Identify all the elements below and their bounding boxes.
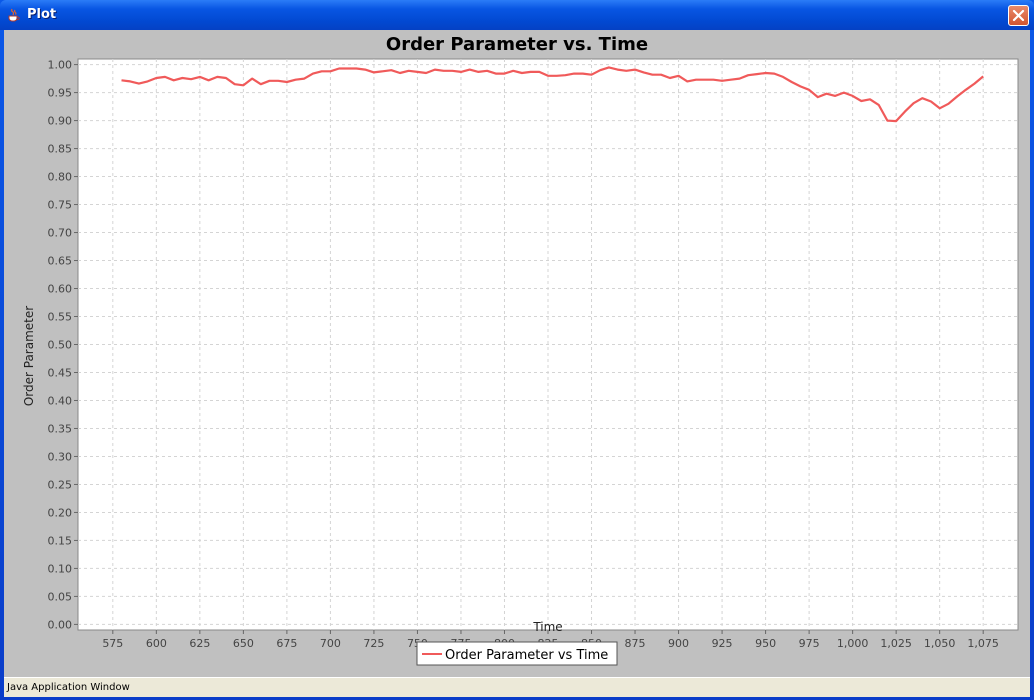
x-tick-label: 925 — [712, 637, 733, 650]
x-tick-label: 1,075 — [967, 637, 999, 650]
x-tick-label: 625 — [189, 637, 210, 650]
plot-panel: Order Parameter vs. Time 0.00 0.05 0.10 0.1… — [4, 30, 1030, 697]
close-button[interactable] — [1008, 5, 1029, 26]
x-tick-label: 600 — [146, 637, 167, 650]
y-tick-label: 0.60 — [48, 283, 73, 296]
x-tick-label: 1,000 — [837, 637, 869, 650]
java-cup-icon — [6, 7, 22, 23]
y-tick-label: 0.20 — [48, 506, 73, 519]
legend-box — [416, 641, 618, 666]
y-tick-label: 0.10 — [48, 562, 73, 575]
y-axis-label: Order Parameter — [22, 306, 36, 406]
status-bar: Java Application Window — [4, 677, 1030, 697]
y-tick-label: 0.30 — [48, 450, 73, 463]
x-tick-label: 1,025 — [880, 637, 912, 650]
y-tick-label: 0.55 — [48, 311, 73, 324]
window-title: Plot — [27, 7, 57, 22]
y-tick-label: 0.80 — [48, 171, 73, 184]
close-icon — [1012, 9, 1025, 22]
y-tick-label: 0.70 — [48, 227, 73, 240]
x-tick-label: 650 — [233, 637, 254, 650]
y-tick-label: 0.85 — [48, 143, 73, 156]
y-tick-label: 0.65 — [48, 255, 73, 268]
y-tick-label: 0.50 — [48, 339, 73, 352]
title-bar[interactable]: Plot — [0, 0, 1034, 30]
x-tick-label: 725 — [363, 637, 384, 650]
y-tick-label: 0.95 — [48, 87, 73, 100]
order-parameter-chart: Order Parameter vs. Time 0.00 0.05 0.10 0.1… — [22, 34, 1019, 666]
y-axis: 0.00 0.05 0.10 0.15 0.20 0.25 0.30 0.35 0.40 0.45… — [48, 59, 78, 631]
y-tick-label: 0.25 — [48, 478, 73, 491]
x-tick-label: 575 — [102, 637, 123, 650]
series-layer — [121, 66, 984, 123]
x-tick-label: 1,050 — [924, 637, 956, 650]
y-tick-label: 0.35 — [48, 422, 73, 435]
x-tick-label: 700 — [320, 637, 341, 650]
status-text: Java Application Window — [7, 682, 130, 693]
legend-label: Order Parameter vs Time — [445, 648, 608, 663]
grid-lines — [78, 59, 1018, 630]
y-tick-label: 0.90 — [48, 115, 73, 128]
y-tick-label: 0.05 — [48, 590, 73, 603]
y-tick-label: 0.75 — [48, 199, 73, 212]
x-tick-label: 975 — [799, 637, 820, 650]
series-line — [121, 66, 984, 123]
x-tick-label: 950 — [755, 637, 776, 650]
y-tick-label: 0.40 — [48, 394, 73, 407]
x-tick-label: 675 — [276, 637, 297, 650]
y-tick-label: 1.00 — [48, 59, 73, 72]
x-tick-label: 875 — [625, 637, 646, 650]
y-tick-label: 0.15 — [48, 534, 73, 547]
chart-title: Order Parameter vs. Time — [386, 34, 648, 55]
x-tick-label: 900 — [668, 637, 689, 650]
y-tick-label: 0.00 — [48, 618, 73, 631]
y-tick-label: 0.45 — [48, 366, 73, 379]
x-axis-label: Time — [532, 620, 562, 634]
legend: Order Parameter vs Time — [416, 641, 618, 666]
